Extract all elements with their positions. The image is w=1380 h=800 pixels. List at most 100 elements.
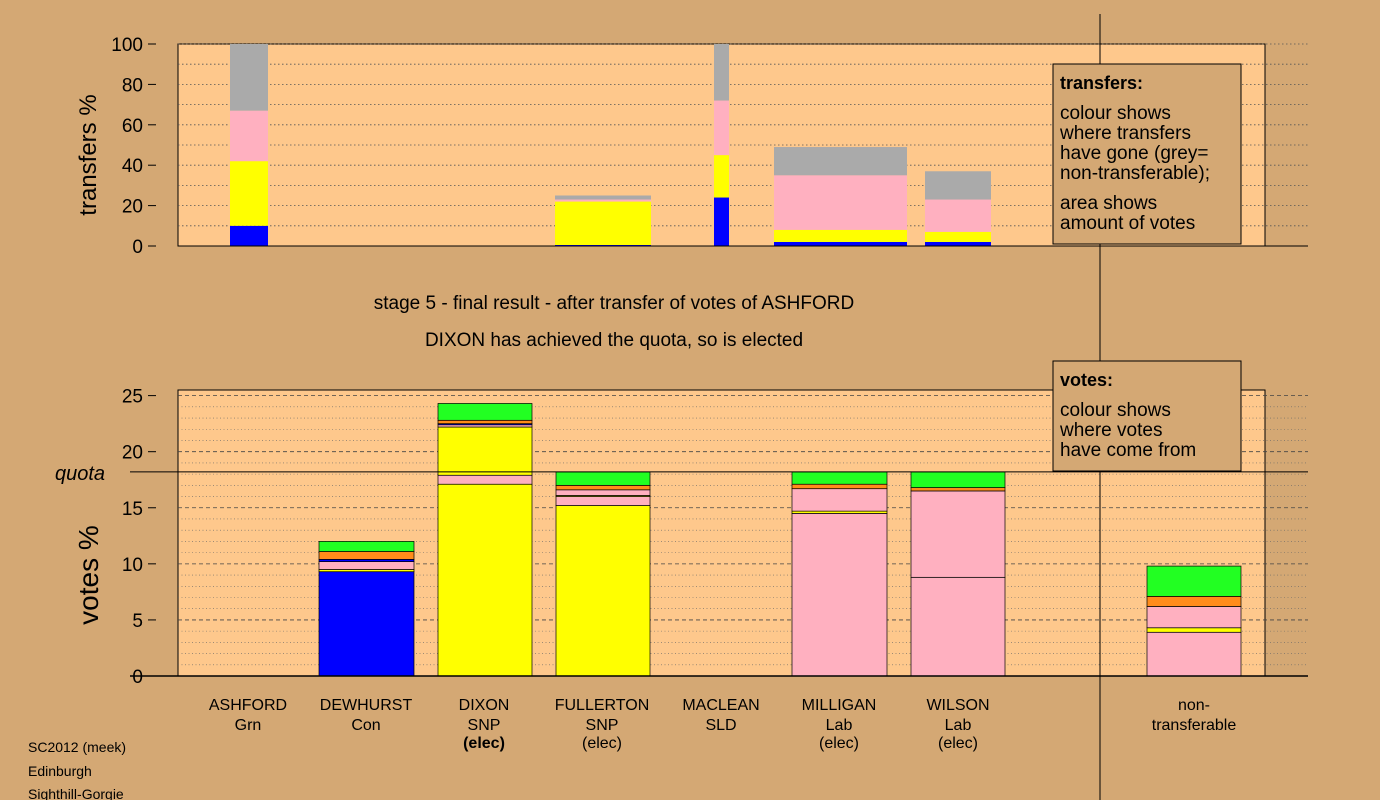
transfers-y-tick-label: 100: [111, 35, 143, 56]
transfers-bar-segment: [230, 44, 268, 111]
candidate-party-label: SNP: [586, 717, 619, 734]
transfers-bar-segment: [774, 241, 907, 246]
votes-bar-segment: [1146, 565, 1242, 597]
candidate-status-label: (elec): [582, 735, 622, 752]
transfers-bar-segment: [774, 229, 907, 242]
footer-line: SC2012 (meek): [28, 739, 126, 755]
candidate-party-label: Grn: [235, 717, 262, 734]
votes-bar-segment: [555, 484, 651, 491]
footer-line: Sighthill-Gorgie: [28, 786, 124, 800]
candidate-name-label: non-: [1178, 697, 1210, 714]
candidate-party-label: SNP: [468, 717, 501, 734]
votes-bar-segment: [910, 576, 1006, 677]
candidate-party-label: Lab: [945, 717, 972, 734]
transfers-bar-segment: [925, 231, 991, 242]
candidate-party-label: SLD: [705, 717, 736, 734]
votes-bar-segment: [555, 489, 651, 496]
transfers-legend-title: transfers:: [1060, 73, 1143, 93]
votes-legend-line: colour shows: [1060, 400, 1171, 421]
transfers-y-tick-label: 80: [122, 75, 143, 96]
quota-label: quota: [55, 463, 105, 485]
transfers-bar-segment: [230, 225, 268, 246]
candidate-name-label: FULLERTON: [555, 697, 650, 714]
transfers-bar-segment: [925, 199, 991, 232]
transfers-legend: transfers: colour shows where transfers …: [1052, 63, 1242, 245]
votes-legend-line: where votes: [1059, 420, 1162, 441]
transfers-bar-segment: [774, 175, 907, 230]
candidate-name-label: MACLEAN: [682, 697, 759, 714]
votes-bar-segment: [555, 471, 651, 486]
votes-y-tick-label: 15: [122, 499, 143, 520]
transfers-bar-segment: [774, 147, 907, 176]
transfers-bar-segment: [555, 244, 651, 246]
votes-bar-segment: [910, 487, 1006, 492]
votes-bar-segment: [437, 483, 533, 677]
votes-bar-segment: [791, 483, 888, 490]
transfers-legend-line: amount of votes: [1060, 213, 1195, 234]
votes-y-tick-label: 5: [132, 611, 143, 632]
votes-bar-segment: [910, 471, 1006, 488]
transfers-y-tick-label: 60: [122, 116, 143, 137]
candidate-party-label: Con: [351, 717, 380, 734]
candidate-status-label: (elec): [938, 735, 978, 752]
transfers-bar-segment: [714, 155, 729, 198]
transfers-y-axis-label: transfers %: [75, 94, 102, 215]
axes: 0 20 40 60 80 100 0 5 10 15 20 25 ASHFORD Grn DEWHURST…: [111, 35, 1308, 752]
candidate-name-label: DIXON: [459, 697, 510, 714]
candidate-name-label: MILLIGAN: [802, 697, 877, 714]
footer: SC2012 (meek) Edinburgh Sighthill-Gorgie: [28, 739, 126, 800]
transfers-legend-line: non-transferable);: [1060, 163, 1210, 184]
stage-title: stage 5 - final result - after transfer …: [374, 293, 854, 314]
transfers-bar-segment: [555, 199, 651, 202]
candidate-status-label: (elec): [819, 735, 859, 752]
stage-subtitle: DIXON has achieved the quota, so is elec…: [425, 330, 803, 351]
votes-y-tick-label: 10: [122, 555, 143, 576]
candidate-name-label: DEWHURST: [320, 697, 413, 714]
transfers-y-tick-label: 20: [122, 197, 143, 218]
votes-y-axis-label: votes %: [73, 525, 104, 625]
candidate-party-label: transferable: [1152, 717, 1237, 734]
transfers-bar-segment: [714, 100, 729, 156]
votes-bar-segment: [791, 513, 888, 677]
votes-bar-segment: [318, 551, 415, 560]
transfers-y-tick-label: 0: [132, 237, 143, 258]
votes-y-tick-label: 20: [122, 443, 143, 464]
bars: [230, 44, 1242, 677]
votes-bar-segment: [555, 496, 651, 506]
transfers-bar-segment: [714, 197, 729, 246]
transfers-y-tick-label: 40: [122, 156, 143, 177]
votes-bar-segment: [555, 505, 651, 677]
transfers-legend-line: colour shows: [1060, 103, 1171, 124]
transfers-bar-segment: [714, 44, 729, 101]
votes-legend-title: votes:: [1060, 370, 1113, 390]
votes-bar-segment: [910, 490, 1006, 578]
transfers-bar-segment: [555, 201, 651, 245]
transfers-bar-segment: [555, 195, 651, 200]
candidate-party-label: Lab: [826, 717, 853, 734]
votes-bar-segment: [1146, 596, 1242, 607]
transfers-bar-segment: [230, 161, 268, 226]
candidate-name-label: ASHFORD: [209, 697, 287, 714]
votes-bar-segment: [437, 426, 533, 476]
votes-bar-segment: [1146, 627, 1242, 633]
votes-bar-segment: [1146, 631, 1242, 677]
transfers-bar-segment: [925, 241, 991, 246]
transfers-bar-segment: [230, 110, 268, 162]
votes-bar-segment: [437, 403, 533, 421]
transfers-bar-segment: [925, 171, 991, 200]
candidate-name-label: WILSON: [926, 697, 989, 714]
transfers-legend-line: area shows: [1060, 193, 1157, 214]
votes-bar-segment: [318, 541, 415, 552]
votes-y-tick-label: 25: [122, 387, 143, 408]
votes-bar-segment: [318, 561, 415, 570]
footer-line: Edinburgh: [28, 763, 92, 779]
votes-y-tick-label: 0: [132, 667, 143, 688]
votes-bar-segment: [437, 474, 533, 485]
candidate-status-label: (elec): [463, 735, 505, 752]
votes-bar-segment: [318, 571, 415, 677]
votes-bar-segment: [1146, 606, 1242, 629]
votes-legend-line: have come from: [1060, 440, 1196, 461]
votes-legend: votes: colour shows where votes have com…: [1052, 360, 1242, 472]
votes-bar-segment: [791, 471, 888, 485]
